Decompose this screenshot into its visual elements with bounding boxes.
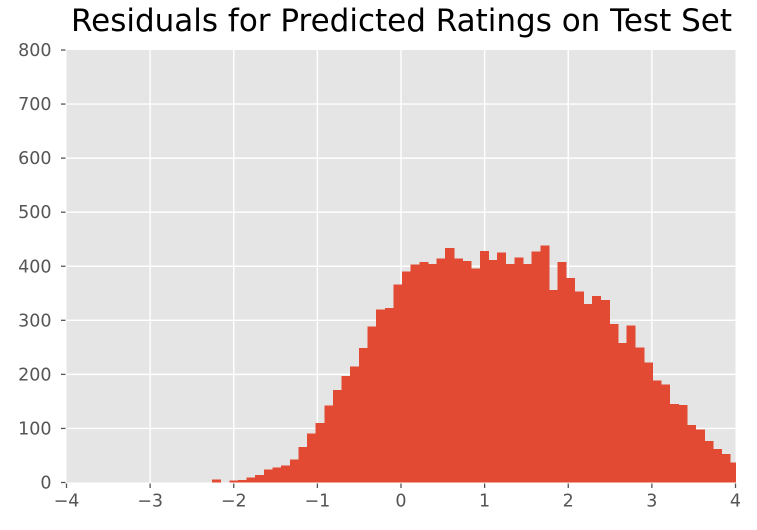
x-tick-label: 4: [730, 492, 741, 512]
histogram-bar: [255, 474, 265, 483]
histogram-bar: [643, 362, 653, 483]
histogram-bar: [350, 366, 360, 483]
y-tick-label: 600: [18, 149, 51, 169]
histogram-bar: [609, 324, 619, 483]
histogram-bar: [505, 264, 515, 483]
x-tick-label: 2: [563, 492, 574, 512]
histogram-bar: [721, 453, 731, 483]
histogram-bar: [307, 433, 317, 483]
x-tick-label: −2: [221, 492, 247, 512]
x-tick-label: −4: [54, 492, 80, 512]
histogram-bar: [427, 264, 438, 483]
y-tick-label: 0: [40, 474, 51, 494]
y-tick-label: 300: [18, 311, 51, 331]
histogram-bar: [367, 326, 377, 483]
histogram-bar: [522, 264, 533, 483]
histogram-bar: [453, 258, 463, 483]
histogram-bar: [393, 284, 403, 483]
histogram-bar: [341, 375, 351, 483]
histogram-bar: [263, 469, 273, 483]
y-tick-label: 700: [18, 95, 51, 115]
histogram-bar: [332, 390, 342, 483]
y-tick-label: 500: [18, 203, 51, 223]
histogram-bar: [704, 440, 714, 483]
histogram-bar: [695, 429, 705, 483]
histogram-bar: [272, 467, 282, 483]
histogram-bar: [298, 446, 308, 483]
chart-title: Residuals for Predicted Ratings on Test …: [70, 3, 732, 39]
x-tick-label: 0: [395, 492, 406, 512]
histogram-bar: [445, 247, 455, 483]
histogram-bar: [462, 260, 472, 483]
histogram-bar: [497, 252, 507, 483]
histogram-bar: [626, 325, 636, 483]
x-tick-label: −3: [137, 492, 163, 512]
histogram-bar: [557, 261, 567, 483]
histogram-bar: [488, 259, 498, 483]
x-tick-label: 3: [646, 492, 657, 512]
histogram-bar: [600, 299, 610, 483]
histogram-bar: [479, 251, 489, 483]
histogram-bar: [592, 295, 602, 483]
histogram-bar: [548, 290, 558, 483]
histogram-bar: [402, 271, 412, 483]
histogram-bar: [410, 264, 420, 483]
histogram-bar: [376, 309, 386, 483]
y-tick-label: 400: [18, 257, 51, 277]
histogram-bar: [540, 245, 550, 483]
histogram-bar: [315, 423, 325, 483]
histogram-bar: [212, 479, 222, 483]
histogram-bar: [635, 347, 645, 483]
histogram-bar: [574, 291, 584, 483]
histogram-bar: [471, 268, 481, 483]
histogram-bar: [687, 425, 697, 483]
histogram-bar: [730, 462, 736, 483]
x-tick-label: 1: [479, 492, 490, 512]
histogram-bar: [531, 251, 541, 483]
histogram-bar: [618, 343, 628, 483]
histogram-bar: [384, 307, 394, 483]
histogram-bar: [713, 448, 723, 483]
y-tick-label: 800: [18, 41, 51, 61]
histogram-bar: [514, 257, 524, 483]
histogram-bar: [246, 477, 256, 483]
histogram-bar: [436, 258, 446, 483]
y-tick-label: 100: [18, 419, 51, 439]
histogram-bar: [669, 404, 679, 483]
histogram-bar: [583, 304, 593, 483]
histogram-bar: [419, 261, 429, 483]
histogram-bar: [289, 459, 299, 483]
histogram-bar: [566, 278, 576, 483]
histogram-bar: [324, 405, 334, 483]
histogram-bar: [281, 465, 291, 483]
histogram-bar: [229, 480, 239, 483]
x-tick-label: −1: [304, 492, 330, 512]
histogram-bar: [358, 347, 368, 483]
histogram-bar: [678, 405, 688, 483]
histogram-bar: [237, 479, 247, 483]
histogram-bar: [652, 380, 662, 483]
histogram-bar: [661, 384, 671, 483]
y-tick-label: 200: [18, 365, 51, 385]
